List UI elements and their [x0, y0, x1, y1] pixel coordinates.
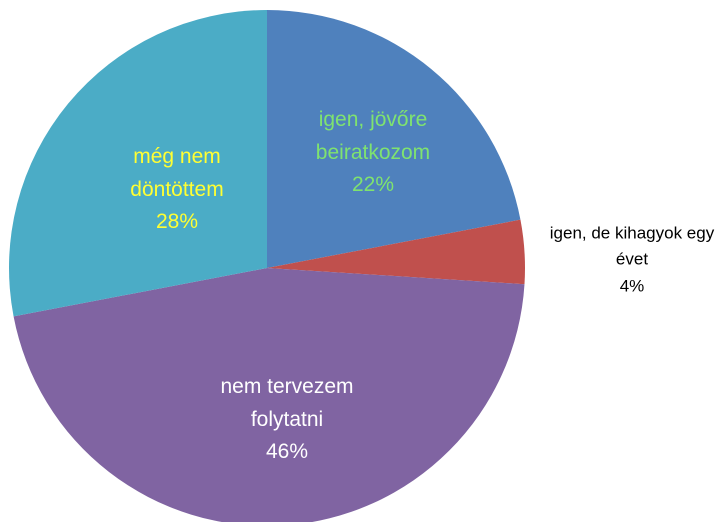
- value-label: 4%: [619, 276, 645, 296]
- value-label: 28%: [155, 210, 199, 234]
- category-label: igen, de kihagyok egy évet: [549, 223, 715, 269]
- slice-label: igen, de kihagyok egy évet 4%: [545, 220, 718, 299]
- pie-slice: [267, 10, 521, 268]
- category-label: még nem döntöttem: [130, 145, 224, 201]
- value-label: 46%: [265, 440, 309, 464]
- slice-label: még nem döntöttem 28%: [107, 141, 247, 239]
- pie-slice: [13, 268, 525, 522]
- pie-slice: [8, 10, 267, 317]
- slice-label: igen, jövőre beiratkozom 22%: [288, 104, 458, 202]
- pie-slice: [267, 219, 525, 285]
- value-label: 22%: [351, 173, 395, 197]
- category-label: nem tervezem folytatni: [220, 375, 354, 431]
- category-label: igen, jövőre beiratkozom: [315, 108, 431, 164]
- slice-label: nem tervezem folytatni 46%: [197, 371, 377, 469]
